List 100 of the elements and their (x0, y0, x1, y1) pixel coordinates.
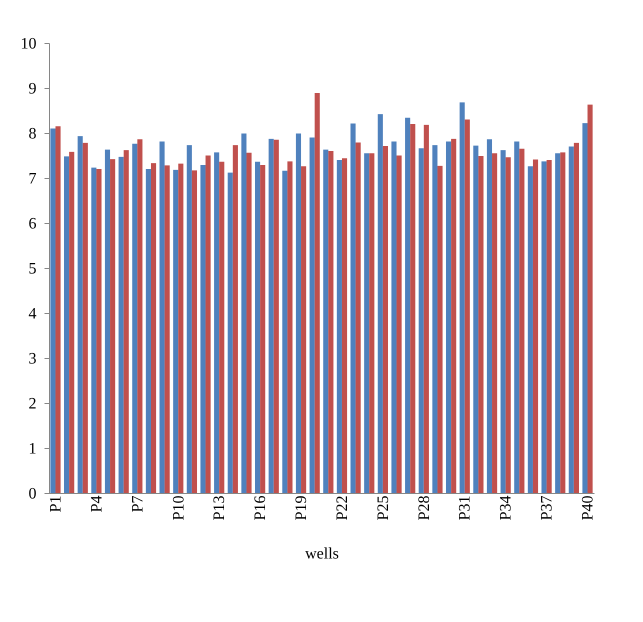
y-tick-label: 9 (28, 80, 36, 98)
bar (50, 128, 56, 493)
bar (506, 157, 511, 493)
bar (492, 153, 498, 493)
bar (342, 158, 348, 493)
bar (274, 140, 279, 493)
bar (382, 146, 388, 493)
bar (574, 142, 579, 493)
bar (336, 160, 342, 493)
bar (555, 153, 560, 493)
bar (232, 145, 238, 493)
bar (582, 123, 588, 493)
bar (432, 145, 438, 493)
y-tick-label: 0 (28, 486, 36, 502)
bar (55, 126, 61, 493)
bar (568, 146, 574, 493)
bar (91, 168, 96, 493)
bar (82, 142, 88, 493)
bar (124, 150, 129, 493)
bar (228, 172, 233, 493)
bar (500, 150, 506, 493)
bar (178, 164, 184, 493)
bar (350, 124, 356, 493)
bar (424, 124, 429, 493)
bar (214, 152, 220, 493)
bar (260, 164, 266, 493)
x-tick-label: P22 (334, 496, 351, 520)
bar (146, 169, 151, 493)
y-tick-label: 10 (20, 36, 36, 52)
bar (246, 152, 252, 493)
bar (314, 92, 320, 493)
y-tick-label: 1 (28, 440, 36, 458)
bar (588, 104, 593, 493)
bar (206, 156, 211, 493)
bar (104, 150, 110, 493)
bar (396, 156, 402, 493)
bar (173, 170, 178, 493)
bar (378, 114, 383, 493)
bar (328, 151, 334, 493)
bar (287, 161, 293, 493)
bar (200, 164, 206, 493)
bar (460, 102, 465, 493)
bar (96, 169, 102, 493)
bar (405, 118, 410, 493)
bar (464, 120, 470, 493)
y-tick-label: 7 (28, 170, 36, 188)
y-tick-label: 3 (28, 350, 36, 368)
bar (160, 142, 165, 493)
x-tick-label: P37 (538, 496, 556, 520)
bar (69, 152, 74, 493)
bar (446, 142, 452, 493)
bar (241, 133, 246, 493)
bar (296, 133, 302, 493)
x-tick-label: P31 (456, 496, 474, 520)
bar (437, 166, 443, 493)
y-tick-label: 6 (28, 216, 36, 232)
x-tick-label: P25 (374, 496, 392, 520)
y-tick-label: 8 (28, 126, 36, 142)
bar (219, 162, 224, 493)
bar (356, 142, 361, 493)
bar (560, 152, 566, 493)
bar (268, 138, 274, 493)
bar (137, 139, 142, 493)
bar (391, 142, 397, 493)
bar (369, 153, 374, 493)
bar (486, 139, 492, 493)
x-tick-label: P10 (170, 496, 188, 520)
x-tick-label: P19 (293, 496, 310, 520)
bar (418, 148, 424, 493)
bar (282, 170, 288, 493)
bar (78, 136, 83, 493)
bar (192, 170, 198, 493)
bar (254, 162, 260, 493)
bar (528, 166, 533, 493)
x-tick-label: P40 (580, 496, 597, 520)
y-tick-label: 2 (28, 396, 36, 412)
y-tick-label: 4 (28, 306, 36, 322)
bar (323, 150, 328, 493)
bar (532, 160, 538, 493)
bar (186, 145, 192, 493)
bar (410, 124, 416, 493)
bar (310, 138, 315, 493)
x-tick-label: P1 (47, 496, 64, 512)
x-tick-label: P16 (252, 496, 270, 520)
bar (519, 148, 524, 493)
bar (301, 166, 306, 493)
bar (150, 163, 156, 493)
bar (514, 142, 520, 493)
bar (478, 156, 484, 493)
bar (132, 144, 138, 493)
x-tick-label: P7 (129, 496, 146, 512)
bar (473, 146, 478, 493)
y-tick-label: 5 (28, 260, 36, 278)
x-tick-label: P34 (498, 496, 515, 520)
bar (451, 138, 456, 493)
bar (541, 161, 547, 493)
x-axis-title: wells (305, 545, 339, 562)
bar (110, 159, 116, 493)
bar (118, 156, 124, 493)
bar (64, 156, 70, 493)
